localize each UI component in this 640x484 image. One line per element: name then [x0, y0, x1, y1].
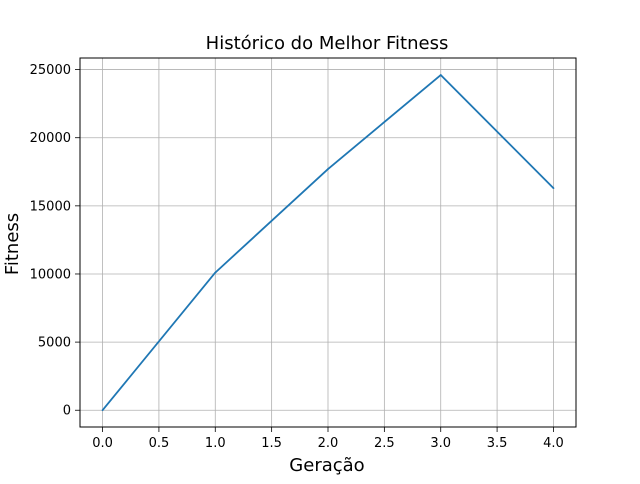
- x-tick-label: 0.5: [149, 436, 170, 451]
- x-tick-label: 0.0: [92, 436, 113, 451]
- data-point: [214, 271, 217, 274]
- x-tick-label: 3.5: [487, 436, 508, 451]
- x-tick-label: 4.0: [543, 436, 564, 451]
- x-tick-label: 1.0: [205, 436, 226, 451]
- grid-lines: [80, 58, 576, 427]
- x-tick-label: 3.0: [430, 436, 451, 451]
- y-tick-label: 15000: [30, 199, 71, 214]
- data-point: [101, 409, 104, 412]
- y-axis-ticks: 0 5000 10000 15000 20000 25000: [30, 63, 80, 419]
- data-point: [327, 168, 329, 170]
- series-layer: [101, 74, 555, 412]
- y-tick-label: 20000: [30, 131, 71, 146]
- x-tick-label: 2.0: [318, 436, 339, 451]
- y-tick-label: 25000: [30, 63, 71, 78]
- y-tick-label: 5000: [38, 336, 71, 351]
- x-axis-ticks: 0.0 0.5 1.0 1.5 2.0 2.5 3.0 3.5 4.0: [92, 427, 564, 451]
- chart-title: Histórico do Melhor Fitness: [206, 33, 449, 54]
- data-point: [439, 74, 442, 76]
- data-point: [552, 187, 555, 190]
- y-axis-label: Fitness: [2, 213, 23, 275]
- x-tick-label: 2.5: [374, 436, 395, 451]
- x-axis-label: Geração: [289, 455, 364, 476]
- x-tick-label: 1.5: [261, 436, 282, 451]
- y-tick-label: 0: [63, 404, 71, 419]
- y-tick-label: 10000: [30, 267, 71, 282]
